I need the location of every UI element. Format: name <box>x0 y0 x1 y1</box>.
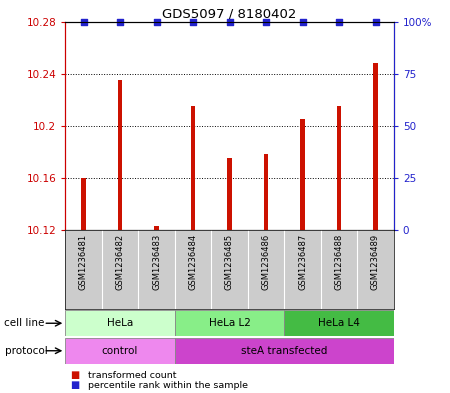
Bar <box>374 63 378 230</box>
Bar <box>300 119 305 230</box>
Text: ■: ■ <box>70 380 79 390</box>
Point <box>262 18 270 25</box>
Point <box>189 18 197 25</box>
Text: GSM1236488: GSM1236488 <box>334 234 343 290</box>
Point <box>335 18 342 25</box>
Bar <box>227 158 232 230</box>
Point <box>80 18 87 25</box>
Text: GSM1236484: GSM1236484 <box>189 234 198 290</box>
Text: GSM1236485: GSM1236485 <box>225 234 234 290</box>
Point <box>153 18 160 25</box>
Text: HeLa L2: HeLa L2 <box>208 318 251 328</box>
Bar <box>118 80 122 230</box>
Text: GSM1236489: GSM1236489 <box>371 234 380 290</box>
Text: steA transfected: steA transfected <box>241 346 328 356</box>
Text: percentile rank within the sample: percentile rank within the sample <box>88 381 248 389</box>
Text: GSM1236487: GSM1236487 <box>298 234 307 290</box>
Text: protocol: protocol <box>4 346 47 356</box>
Bar <box>65 310 175 336</box>
Bar <box>191 106 195 230</box>
Bar <box>175 338 394 364</box>
Text: transformed count: transformed count <box>88 371 176 380</box>
Bar <box>337 106 341 230</box>
Text: cell line: cell line <box>4 318 45 328</box>
Text: GSM1236481: GSM1236481 <box>79 234 88 290</box>
Text: control: control <box>102 346 138 356</box>
Point <box>226 18 233 25</box>
Bar <box>284 310 394 336</box>
Bar <box>264 154 268 230</box>
Text: GSM1236486: GSM1236486 <box>261 234 270 290</box>
Text: ■: ■ <box>70 370 79 380</box>
Text: GSM1236482: GSM1236482 <box>116 234 125 290</box>
Title: GDS5097 / 8180402: GDS5097 / 8180402 <box>162 7 297 20</box>
Bar <box>81 178 86 230</box>
Text: HeLa L4: HeLa L4 <box>318 318 360 328</box>
Bar <box>175 310 284 336</box>
Text: GSM1236483: GSM1236483 <box>152 234 161 290</box>
Point <box>117 18 124 25</box>
Text: HeLa: HeLa <box>107 318 133 328</box>
Bar <box>154 226 159 230</box>
Bar <box>65 338 175 364</box>
Point <box>372 18 379 25</box>
Point <box>299 18 306 25</box>
